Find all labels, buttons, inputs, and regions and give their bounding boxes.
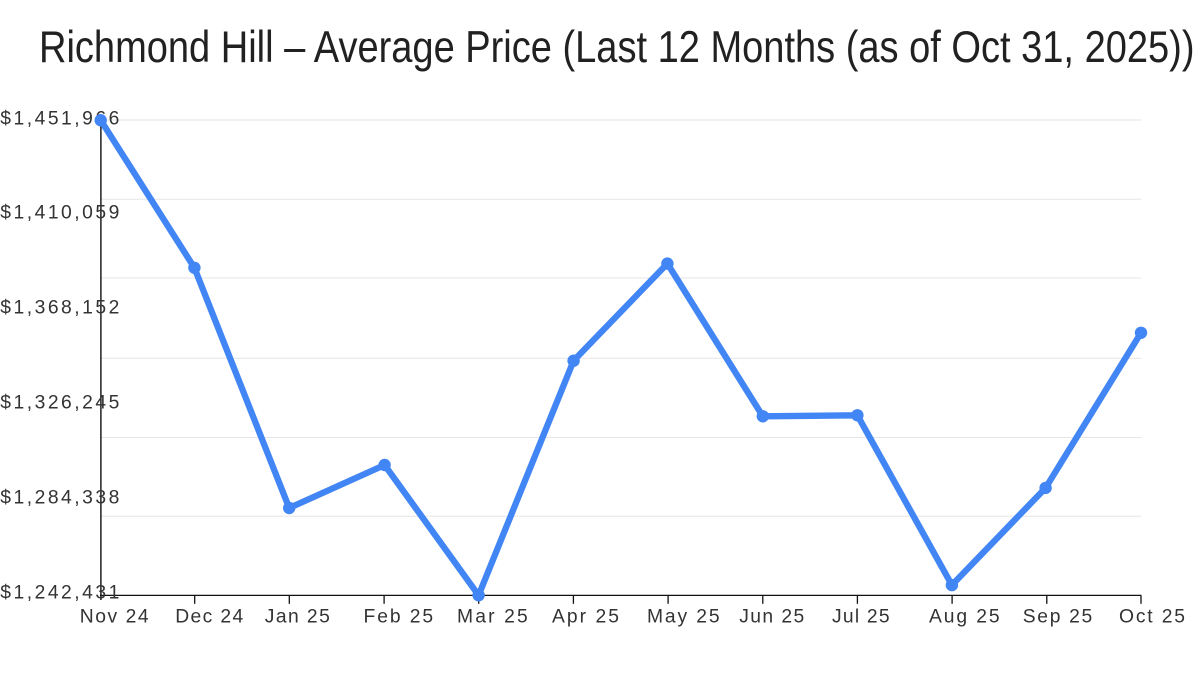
svg-text:$1,284,338: $1,284,338 — [0, 487, 119, 508]
svg-text:Apr 25: Apr 25 — [552, 607, 619, 628]
svg-text:$1,326,245: $1,326,245 — [0, 392, 119, 413]
svg-text:Dec 24: Dec 24 — [175, 607, 243, 628]
svg-text:Jul 25: Jul 25 — [832, 607, 890, 628]
svg-text:Oct 25: Oct 25 — [1119, 607, 1185, 628]
svg-text:$1,410,059: $1,410,059 — [0, 202, 119, 223]
svg-text:Feb 25: Feb 25 — [364, 607, 434, 628]
svg-text:Jun 25: Jun 25 — [739, 607, 804, 628]
svg-text:$1,242,431: $1,242,431 — [0, 582, 119, 603]
svg-text:$1,368,152: $1,368,152 — [0, 298, 119, 319]
svg-text:Richmond Hill – Average Price: Richmond Hill – Average Price (Last 12 M… — [39, 23, 1195, 72]
svg-text:Aug 25: Aug 25 — [929, 607, 1000, 628]
svg-text:Nov 24: Nov 24 — [80, 607, 149, 628]
svg-text:May 25: May 25 — [647, 607, 720, 628]
svg-text:Mar 25: Mar 25 — [457, 607, 528, 628]
svg-text:Sep 25: Sep 25 — [1023, 607, 1093, 628]
svg-text:Jan 25: Jan 25 — [265, 607, 330, 628]
